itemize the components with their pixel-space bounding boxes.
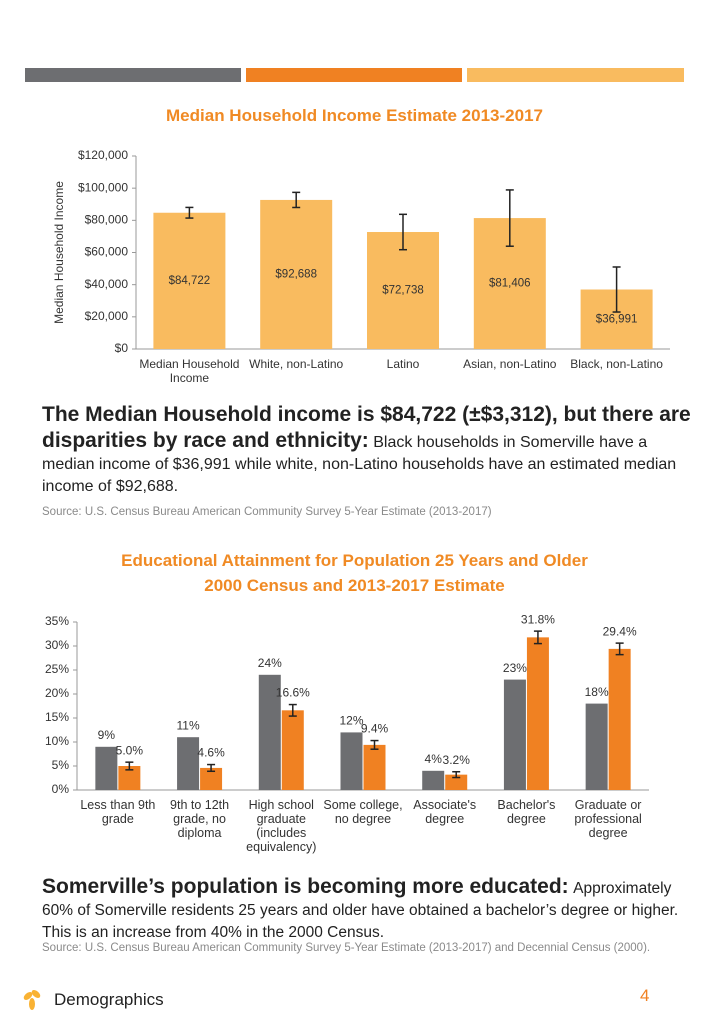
error-bar bbox=[452, 771, 461, 779]
bar bbox=[177, 737, 200, 790]
source: Source: U.S. Census Bureau American Comm… bbox=[42, 506, 492, 518]
x-tick-label: Bachelor's degree bbox=[497, 798, 556, 826]
page-number: 4 bbox=[640, 986, 650, 1005]
value-label: 29.4% bbox=[603, 624, 637, 638]
value-label: 12% bbox=[339, 714, 363, 728]
x-tick-label: Some college, no degree bbox=[323, 798, 403, 826]
value-label: 31.8% bbox=[521, 612, 555, 626]
footer-section: Demographics bbox=[54, 990, 164, 1009]
bar bbox=[422, 770, 445, 790]
error-bar bbox=[399, 213, 407, 251]
bar bbox=[526, 637, 549, 790]
value-label: 11% bbox=[177, 718, 200, 732]
bar bbox=[260, 199, 333, 349]
bar bbox=[503, 679, 526, 790]
value-label: 24% bbox=[258, 656, 282, 670]
bar bbox=[281, 710, 304, 790]
error-bar bbox=[505, 189, 514, 247]
y-tick-label: 15% bbox=[45, 710, 69, 724]
bar bbox=[608, 648, 631, 790]
error-bar bbox=[185, 206, 194, 219]
y-tick-label: $100,000 bbox=[78, 180, 128, 194]
value-label: 4% bbox=[425, 752, 443, 766]
paragraph: The Median Household income is $84,722 (… bbox=[42, 402, 692, 498]
x-tick-label: Asian, non-Latino bbox=[463, 357, 557, 371]
y-tick-label: $120,000 bbox=[78, 148, 128, 162]
error-bar bbox=[207, 763, 216, 773]
y-tick-label: 20% bbox=[45, 686, 69, 700]
value-label: 3.2% bbox=[443, 753, 471, 767]
source: Source: U.S. Census Bureau American Comm… bbox=[42, 942, 651, 954]
error-bar bbox=[612, 266, 621, 313]
chart-title: Median Household Income Estimate 2013-20… bbox=[166, 106, 543, 125]
error-bar bbox=[292, 191, 301, 209]
value-label: 23% bbox=[503, 661, 527, 675]
bar bbox=[95, 746, 118, 790]
bar bbox=[585, 703, 608, 790]
y-axis-label: Median Household Income bbox=[52, 181, 66, 324]
value-label: 9.4% bbox=[361, 722, 389, 736]
value-label: $72,738 bbox=[382, 285, 424, 297]
bar bbox=[118, 766, 141, 790]
body: Black households in Somerville have a me… bbox=[42, 434, 677, 495]
x-tick-label: Latino bbox=[386, 357, 420, 371]
paragraph: Somerville’s population is becoming more… bbox=[42, 874, 692, 944]
x-tick-label: White, non-Latino bbox=[249, 357, 344, 371]
value-label: $92,688 bbox=[275, 268, 317, 280]
y-tick-label: $20,000 bbox=[85, 309, 129, 323]
body: Approximately 60% of Somerville resident… bbox=[42, 880, 679, 941]
error-bar bbox=[125, 761, 134, 771]
value-label: 16.6% bbox=[276, 686, 310, 700]
error-bar bbox=[533, 630, 542, 645]
bar bbox=[367, 232, 439, 349]
bar bbox=[340, 732, 363, 790]
value-label: $84,722 bbox=[169, 275, 211, 287]
value-label: 4.6% bbox=[197, 746, 225, 760]
chart-title: Educational Attainment for Population 25… bbox=[121, 551, 588, 570]
value-label: $81,406 bbox=[489, 278, 531, 290]
bar bbox=[363, 744, 386, 790]
y-tick-label: 10% bbox=[45, 734, 69, 748]
chart-subtitle: 2000 Census and 2013-2017 Estimate bbox=[204, 576, 505, 595]
bar bbox=[153, 212, 226, 349]
header-bar bbox=[25, 68, 241, 82]
lead: The Median Household income is $84,722 (… bbox=[42, 403, 691, 452]
y-tick-label: $60,000 bbox=[85, 245, 129, 259]
x-tick-label: Less than 9th grade bbox=[80, 798, 156, 826]
y-tick-label: $40,000 bbox=[85, 277, 129, 291]
header-bar bbox=[246, 68, 462, 82]
error-bar bbox=[615, 642, 624, 656]
bar bbox=[445, 774, 468, 790]
error-bar bbox=[288, 703, 297, 717]
value-label: 18% bbox=[585, 685, 609, 699]
y-tick-label: $0 bbox=[115, 341, 129, 355]
y-tick-label: 25% bbox=[45, 662, 69, 676]
value-label: 9% bbox=[98, 728, 116, 742]
lead: Somerville’s population is becoming more… bbox=[42, 875, 569, 898]
error-bar bbox=[370, 739, 379, 750]
x-tick-label: Graduate or professional degree bbox=[574, 798, 642, 840]
x-tick-label: 9th to 12th grade, no diploma bbox=[170, 798, 230, 840]
value-label: $36,991 bbox=[596, 313, 638, 325]
footer-icon bbox=[23, 990, 41, 1010]
x-tick-label: Black, non-Latino bbox=[570, 357, 663, 371]
y-tick-label: 5% bbox=[52, 758, 70, 772]
x-tick-label: Associate's degree bbox=[413, 798, 477, 826]
y-tick-label: 35% bbox=[45, 614, 69, 628]
y-tick-label: 30% bbox=[45, 638, 69, 652]
x-tick-label: Median Household Income bbox=[139, 357, 240, 385]
y-tick-label: 0% bbox=[52, 782, 70, 796]
bar bbox=[258, 674, 281, 790]
y-tick-label: $80,000 bbox=[85, 213, 129, 227]
value-label: 5.0% bbox=[116, 743, 144, 757]
bar bbox=[200, 767, 223, 790]
x-tick-label: High school graduate (includes equivalen… bbox=[246, 798, 317, 854]
header-bar bbox=[467, 68, 684, 82]
